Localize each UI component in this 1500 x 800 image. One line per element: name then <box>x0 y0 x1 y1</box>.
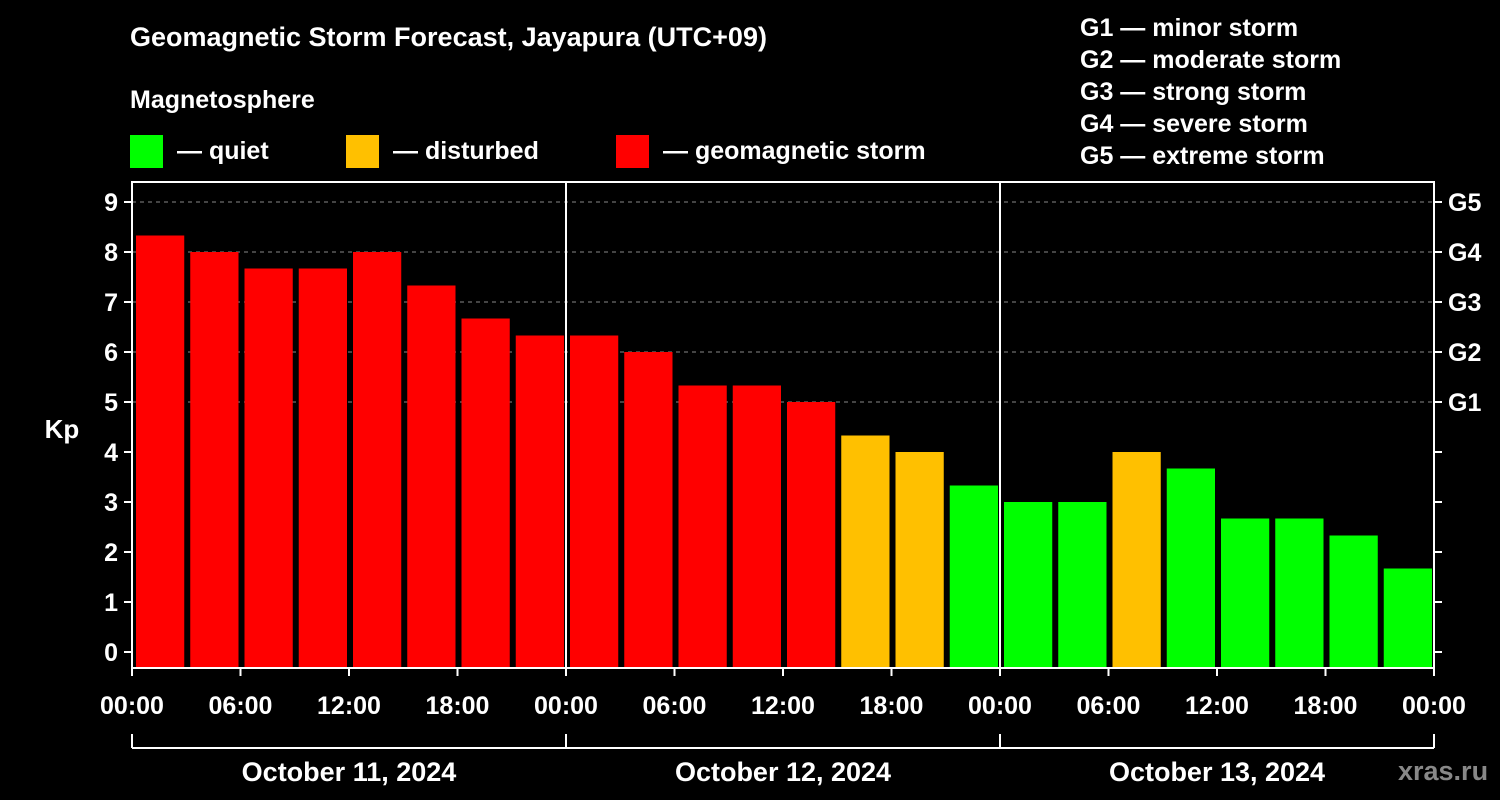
legend-disturbed: — disturbed <box>346 134 539 168</box>
kp-bar <box>624 352 673 668</box>
x-tick-label: 18:00 <box>860 692 924 720</box>
x-tick-label: 18:00 <box>1294 692 1358 720</box>
kp-bar <box>298 268 347 668</box>
storm-axis-label: G4 <box>1448 239 1481 267</box>
kp-bar <box>787 402 836 668</box>
kp-bar <box>1329 535 1378 668</box>
legend-label-storm: — geomagnetic storm <box>663 136 926 165</box>
kp-bar <box>732 385 781 668</box>
x-tick-label: 06:00 <box>1077 692 1141 720</box>
kp-bar <box>570 335 619 668</box>
x-tick-label: 06:00 <box>643 692 707 720</box>
y-tick-label: 3 <box>104 489 118 517</box>
x-tick-label: 00:00 <box>968 692 1032 720</box>
kp-bar <box>1112 452 1161 668</box>
kp-bar <box>353 252 402 668</box>
kp-bar <box>1383 568 1432 668</box>
storm-axis-label: G3 <box>1448 289 1481 317</box>
storm-level-g4: G4 — severe storm <box>1080 110 1308 138</box>
x-tick-label: 00:00 <box>1402 692 1466 720</box>
x-tick-label: 12:00 <box>1185 692 1249 720</box>
y-tick-label: 6 <box>104 339 118 367</box>
kp-bar <box>1166 468 1215 668</box>
storm-level-key: G1 — minor storm G2 — moderate storm G3 … <box>1080 12 1341 172</box>
y-tick-label: 8 <box>104 239 118 267</box>
y-tick-label: 5 <box>104 389 118 417</box>
legend-swatch-quiet <box>130 134 163 168</box>
kp-bar <box>1275 518 1324 668</box>
kp-bar <box>895 452 944 668</box>
kp-bar <box>1058 502 1107 668</box>
storm-level-g3: G3 — strong storm <box>1080 78 1307 106</box>
x-tick-label: 18:00 <box>426 692 490 720</box>
chart-title: Geomagnetic Storm Forecast, Jayapura (UT… <box>130 22 767 52</box>
kp-bar <box>1221 518 1270 668</box>
y-tick-label: 9 <box>104 189 118 217</box>
legend-subtitle: Magnetosphere <box>130 86 315 114</box>
y-tick-label: 4 <box>104 439 118 467</box>
x-tick-label: 06:00 <box>209 692 273 720</box>
y-tick-label: 1 <box>104 589 118 617</box>
watermark: xras.ru <box>1398 756 1489 786</box>
legend-label-disturbed: — disturbed <box>393 136 539 165</box>
y-tick-label: 2 <box>104 539 118 567</box>
storm-level-g1: G1 — minor storm <box>1080 14 1299 42</box>
day-label: October 11, 2024 <box>242 757 457 787</box>
legend-storm: — geomagnetic storm <box>616 134 926 168</box>
y-tick-label: 7 <box>104 289 118 317</box>
kp-bar <box>190 252 239 668</box>
legend-quiet: — quiet <box>130 134 269 168</box>
x-tick-label: 00:00 <box>100 692 164 720</box>
storm-axis-label: G2 <box>1448 339 1481 367</box>
legend-swatch-storm <box>616 134 649 168</box>
x-tick-label: 00:00 <box>534 692 598 720</box>
y-axis-label: Kp <box>45 414 80 444</box>
kp-bar <box>1004 502 1053 668</box>
x-tick-label: 12:00 <box>751 692 815 720</box>
day-label: October 13, 2024 <box>1109 757 1325 787</box>
kp-bar <box>678 385 727 668</box>
legend-label-quiet: — quiet <box>177 136 269 165</box>
y-tick-label: 0 <box>104 639 118 667</box>
storm-level-g5: G5 — extreme storm <box>1080 142 1325 170</box>
day-label: October 12, 2024 <box>675 757 891 787</box>
kp-bar <box>949 485 998 668</box>
kp-bar <box>244 268 293 668</box>
kp-bar <box>461 318 510 668</box>
x-tick-label: 12:00 <box>317 692 381 720</box>
storm-level-g2: G2 — moderate storm <box>1080 46 1342 74</box>
kp-bar <box>515 335 564 668</box>
storm-axis-label: G5 <box>1448 189 1481 217</box>
legend-swatch-disturbed <box>346 134 379 168</box>
kp-bar <box>841 435 890 668</box>
storm-axis-label: G1 <box>1448 389 1481 417</box>
kp-bar <box>136 235 185 668</box>
kp-bar <box>407 285 456 668</box>
